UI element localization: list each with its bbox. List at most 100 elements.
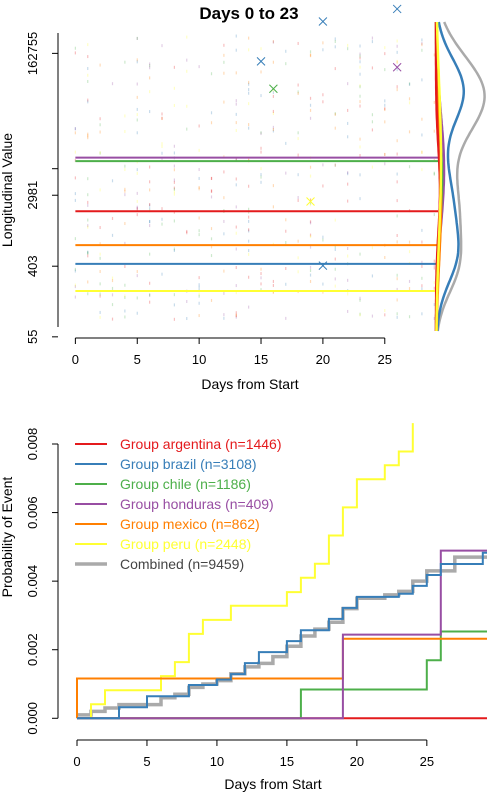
scatter-point [248, 215, 250, 219]
outlier-brazil [256, 56, 266, 66]
scatter-point [347, 172, 349, 176]
scatter-point [309, 221, 312, 225]
scatter-point [309, 265, 312, 269]
scatter-point [272, 94, 274, 98]
scatter-point [260, 288, 262, 292]
scatter-point [136, 36, 138, 40]
scatter-point [149, 219, 151, 223]
scatter-point [136, 213, 138, 217]
scatter-point [248, 207, 250, 211]
scatter-point [347, 135, 349, 139]
y-tick-label: 0.004 [25, 565, 40, 598]
y-axis-label: Longitudinal Value [0, 133, 15, 247]
scatter-point [272, 90, 274, 94]
scatter-point [136, 191, 138, 195]
scatter-point [87, 67, 89, 71]
scatter-point [198, 216, 200, 220]
scatter-point [74, 127, 76, 131]
scatter-point [421, 228, 423, 232]
scatter-point [235, 112, 237, 116]
scatter-point [149, 66, 151, 70]
scatter-point [111, 286, 114, 290]
scatter-point [334, 247, 336, 251]
scatter-point [99, 310, 101, 314]
scatter-point [359, 154, 361, 158]
x-tick-label: 5 [134, 352, 141, 367]
scatter-point [309, 165, 312, 169]
chart-title: Days 0 to 23 [199, 4, 298, 23]
scatter-point [396, 298, 398, 302]
scatter-point [359, 173, 361, 177]
scatter-point [359, 56, 361, 60]
scatter-point [111, 293, 114, 297]
scatter-point [198, 187, 200, 191]
legend-item-chile: Group chile (n=1186) [75, 476, 251, 492]
scatter-point [421, 150, 423, 154]
scatter-point [248, 275, 250, 279]
legend-label: Group argentina (n=1446) [120, 436, 282, 452]
legend-label: Group peru (n=2448) [120, 536, 251, 552]
scatter-point [235, 121, 237, 125]
scatter-point [149, 110, 151, 114]
scatter-point [297, 92, 299, 96]
scatter-point [309, 273, 312, 277]
scatter-point [384, 46, 386, 50]
scatter-point [173, 164, 175, 168]
scatter-point [433, 100, 435, 104]
scatter-point [408, 240, 411, 244]
scatter-point [111, 276, 114, 280]
scatter-point [396, 234, 398, 238]
scatter-point [186, 229, 188, 233]
scatter-point [309, 53, 312, 57]
scatter-point [223, 53, 225, 57]
scatter-point [309, 201, 312, 205]
scatter-point [136, 206, 138, 210]
y-tick-label: 0.008 [25, 428, 40, 461]
scatter-point [149, 293, 151, 297]
scatter-point [87, 200, 89, 204]
scatter-point [433, 263, 435, 267]
scatter-point [210, 195, 213, 199]
scatter-point [136, 60, 138, 64]
scatter-point [248, 91, 250, 95]
scatter-point [111, 279, 114, 283]
legend: Group argentina (n=1446) Group brazil (n=… [75, 436, 282, 572]
scatter-point [334, 45, 336, 49]
scatter-point [260, 146, 262, 150]
scatter-point [371, 113, 374, 117]
legend-item-mexico: Group mexico (n=862) [75, 516, 260, 532]
y-tick-label: 0.002 [25, 633, 40, 666]
scatter-point [136, 118, 138, 122]
top-scatter-panel: Days 0 to 23 0 5 10 15 20 25 55 403 2981 162755 D… [0, 4, 486, 392]
scatter-point [297, 153, 299, 157]
scatter-point [421, 41, 423, 45]
legend-label: Group brazil (n=3108) [120, 456, 257, 472]
scatter-point [149, 90, 151, 94]
scatter-point [223, 196, 225, 200]
scatter-point [149, 224, 151, 228]
scatter-point [408, 82, 411, 86]
scatter-point [359, 52, 361, 56]
scatter-point [309, 234, 312, 238]
scatter-point [149, 202, 151, 206]
scatter-point [235, 102, 237, 106]
scatter-point [186, 104, 188, 108]
scatter-point [186, 300, 188, 304]
scatter-point [260, 173, 262, 177]
scatter-point [136, 82, 138, 86]
scatter-point [99, 270, 101, 274]
scatter-point [248, 239, 250, 243]
scatter-point [136, 311, 138, 315]
scatter-point [297, 198, 299, 202]
legend-item-peru: Group peru (n=2448) [75, 536, 251, 552]
outlier-honduras [392, 62, 402, 72]
scatter-point [74, 285, 76, 289]
y-tick-label: 55 [25, 330, 40, 344]
scatter-point [124, 168, 126, 172]
scatter-point [74, 176, 76, 180]
scatter-point [309, 50, 312, 54]
scatter-point [334, 112, 336, 116]
scatter-point [396, 39, 398, 43]
scatter-point [198, 292, 200, 296]
scatter-point [359, 84, 361, 88]
